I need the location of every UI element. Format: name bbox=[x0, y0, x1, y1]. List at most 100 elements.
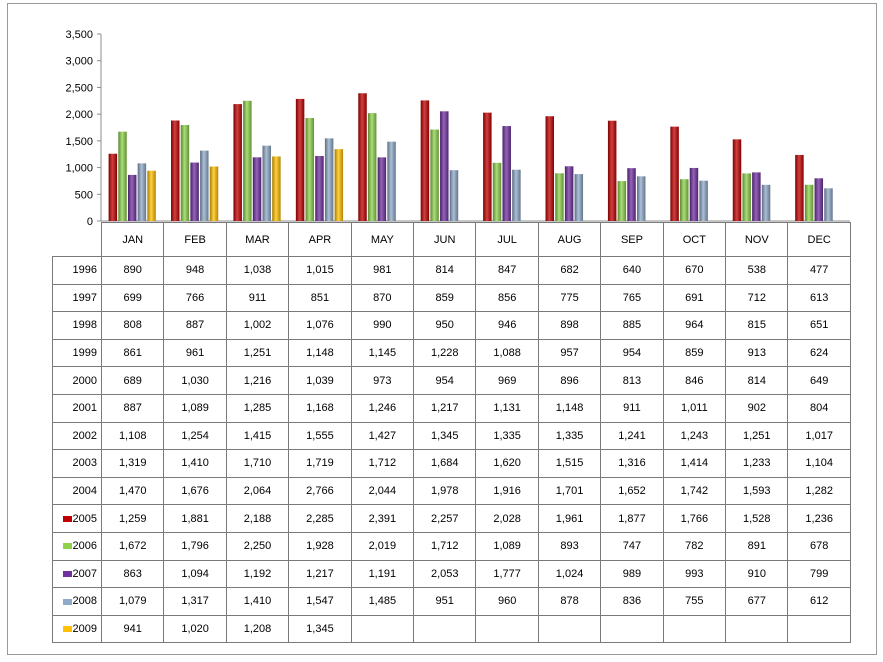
data-cell: 682 bbox=[537, 256, 602, 285]
y-tick-label: 2,500 bbox=[65, 82, 93, 94]
data-cell: 813 bbox=[600, 366, 664, 395]
legend-key bbox=[62, 543, 72, 550]
data-cell: 1,079 bbox=[100, 587, 165, 616]
series-label: 2007 bbox=[52, 559, 102, 589]
y-tick-label: 3,000 bbox=[65, 56, 93, 68]
series-name: 2002 bbox=[72, 429, 97, 442]
table-row: 2008 1,079 1,317 1,410 1,547 1,485 951 960 878 83… bbox=[52, 587, 851, 616]
data-cell: 1,104 bbox=[787, 449, 851, 478]
data-cell: 699 bbox=[100, 283, 165, 313]
table-row: 2004 1,470 1,676 2,064 2,766 2,044 1,978 1,916 1… bbox=[52, 476, 851, 506]
data-cell: 960 bbox=[475, 587, 539, 616]
data-cell bbox=[725, 614, 789, 644]
data-cell: 808 bbox=[100, 311, 165, 340]
data-cell: 1,777 bbox=[475, 559, 539, 589]
data-cell: 1,701 bbox=[537, 476, 602, 506]
data-cell: 1,038 bbox=[225, 256, 290, 285]
data-cell bbox=[350, 614, 415, 644]
data-cell: 2,250 bbox=[225, 531, 290, 561]
data-cell: 1,108 bbox=[100, 421, 165, 451]
data-cell: 747 bbox=[600, 531, 664, 561]
data-cell: 1,410 bbox=[163, 449, 227, 478]
data-cell: 799 bbox=[787, 559, 851, 589]
data-cell: 1,094 bbox=[163, 559, 227, 589]
data-cell: 1,345 bbox=[413, 421, 477, 451]
data-cell: 1,796 bbox=[163, 531, 227, 561]
data-cell: 1,236 bbox=[787, 504, 851, 533]
bar-2006-nov bbox=[742, 173, 751, 221]
data-cell: 1,961 bbox=[537, 504, 602, 533]
data-cell: 1,251 bbox=[725, 421, 789, 451]
data-cell: 624 bbox=[787, 338, 851, 368]
y-tick-label: 1,000 bbox=[65, 163, 93, 175]
data-cell: 1,414 bbox=[662, 449, 727, 478]
data-cell: 913 bbox=[725, 338, 789, 368]
x-category-label: JAN bbox=[100, 222, 165, 257]
data-cell: 973 bbox=[350, 366, 415, 395]
data-cell: 885 bbox=[600, 311, 664, 340]
data-cell: 1,076 bbox=[288, 311, 352, 340]
data-cell: 1,002 bbox=[225, 311, 290, 340]
bar-2008-jul bbox=[512, 169, 521, 221]
x-category-label: JUN bbox=[413, 222, 477, 257]
bar-2006-apr bbox=[305, 117, 315, 221]
data-cell: 891 bbox=[725, 531, 789, 561]
bar-2007-dec bbox=[814, 178, 824, 221]
data-cell bbox=[787, 614, 851, 644]
series-label: 2000 bbox=[52, 366, 102, 395]
data-cell bbox=[475, 614, 539, 644]
data-cell: 981 bbox=[350, 256, 415, 285]
data-cell: 1,024 bbox=[537, 559, 602, 589]
data-cell: 1,415 bbox=[225, 421, 290, 451]
table-header-row: JAN FEB MAR APR MAY JUN JUL AUG SEP OCT NOV DEC bbox=[52, 222, 851, 257]
data-cell: 910 bbox=[725, 559, 789, 589]
bar-2007-sep bbox=[627, 168, 636, 221]
data-cell: 902 bbox=[725, 393, 789, 423]
data-cell: 2,044 bbox=[350, 476, 415, 506]
table-row: 2005 1,259 1,881 2,188 2,285 2,391 2,257 2,028 1… bbox=[52, 504, 851, 533]
bar-2005-oct bbox=[670, 126, 679, 221]
data-cell: 1,168 bbox=[288, 393, 352, 423]
data-cell: 1,241 bbox=[600, 421, 664, 451]
series-label: 2004 bbox=[52, 476, 102, 506]
data-cell: 898 bbox=[537, 311, 602, 340]
data-cell: 957 bbox=[537, 338, 602, 368]
bar-2006-aug bbox=[555, 173, 564, 221]
table-row: 1996 890 948 1,038 1,015 981 814 847 682 640 670 53… bbox=[52, 256, 851, 285]
data-cell: 878 bbox=[537, 587, 602, 616]
data-cell: 1,620 bbox=[475, 449, 539, 478]
data-cell: 1,015 bbox=[288, 256, 352, 285]
series-name: 2001 bbox=[72, 402, 97, 415]
data-cell: 1,317 bbox=[163, 587, 227, 616]
bar-2008-aug bbox=[574, 174, 584, 221]
data-cell: 1,427 bbox=[350, 421, 415, 451]
data-cell: 2,391 bbox=[350, 504, 415, 533]
data-cell bbox=[600, 614, 664, 644]
data-cell bbox=[662, 614, 727, 644]
bar-2007-jun bbox=[440, 111, 449, 221]
data-cell: 1,030 bbox=[163, 366, 227, 395]
series-name: 2008 bbox=[72, 595, 97, 608]
bar-2006-may bbox=[367, 113, 377, 221]
data-cell: 896 bbox=[537, 366, 602, 395]
x-category-label: OCT bbox=[662, 222, 727, 257]
bar-2007-jul bbox=[502, 126, 511, 221]
data-cell: 1,148 bbox=[537, 393, 602, 423]
data-cell: 863 bbox=[100, 559, 165, 589]
data-cell: 1,345 bbox=[288, 614, 352, 644]
bar-2005-sep bbox=[607, 120, 617, 221]
data-cell bbox=[537, 614, 602, 644]
data-cell: 782 bbox=[662, 531, 727, 561]
data-cell: 1,916 bbox=[475, 476, 539, 506]
bar-2005-dec bbox=[795, 154, 804, 221]
data-cell: 1,088 bbox=[475, 338, 539, 368]
series-name: 2006 bbox=[72, 540, 97, 553]
table-corner-cell bbox=[52, 222, 102, 257]
series-name: 2000 bbox=[72, 374, 97, 387]
x-category-label: APR bbox=[288, 222, 352, 257]
data-cell: 651 bbox=[787, 311, 851, 340]
bar-2008-jan bbox=[137, 163, 147, 221]
data-cell: 1,233 bbox=[725, 449, 789, 478]
data-cell: 1,243 bbox=[662, 421, 727, 451]
bar-2007-feb bbox=[190, 162, 199, 221]
